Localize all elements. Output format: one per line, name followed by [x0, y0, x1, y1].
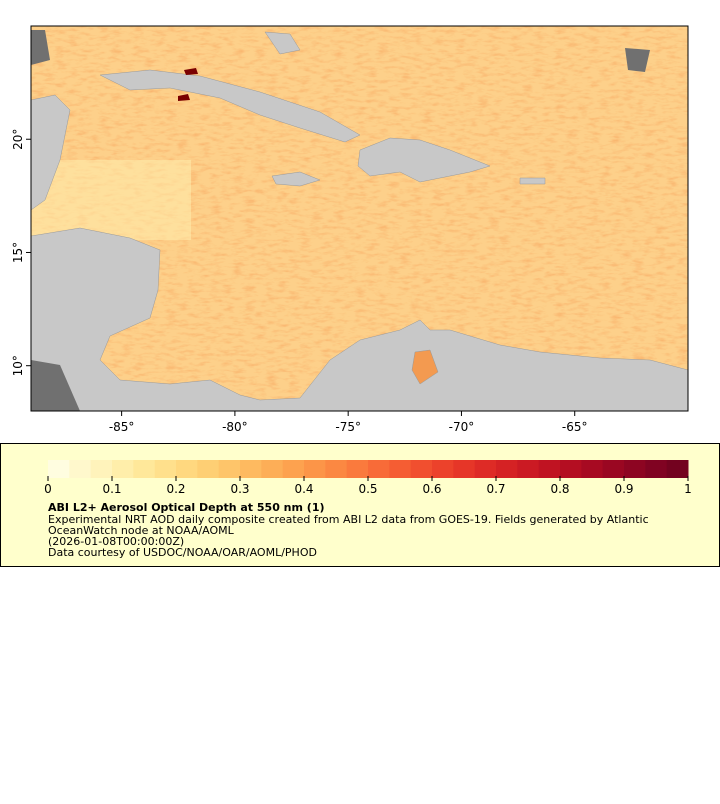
colorbar-step: [154, 460, 177, 478]
colorbar-step: [538, 460, 561, 478]
colorbar-step: [368, 460, 390, 478]
colorbar-tick-label: 0.6: [422, 482, 441, 496]
colorbar-step: [112, 460, 134, 478]
colorbar-step: [560, 460, 582, 478]
colorbar-tick-label: 0.5: [358, 482, 377, 496]
colorbar-step: [410, 460, 433, 478]
colorbar-step: [240, 460, 262, 478]
colorbar-step: [325, 460, 348, 478]
colorbar-step: [581, 460, 604, 478]
colorbar-step: [432, 460, 454, 478]
legend-title: ABI L2+ Aerosol Optical Depth at 550 nm …: [48, 501, 325, 514]
colorbar-step: [389, 460, 412, 478]
colorbar-tick-label: 0.8: [550, 482, 569, 496]
colorbar-step: [666, 460, 689, 478]
colorbar-tick-label: 0: [44, 482, 52, 496]
colorbar-step: [645, 460, 668, 478]
y-tick-label: 15°: [11, 242, 25, 263]
x-tick-label: -70°: [449, 420, 475, 434]
legend-line: (2026-01-08T00:00:00Z): [48, 535, 184, 548]
x-tick-label: -85°: [109, 420, 135, 434]
x-tick-label: -65°: [562, 420, 588, 434]
colorbar-step: [261, 460, 284, 478]
colorbar-tick-label: 0.7: [486, 482, 505, 496]
colorbar: 0 0.1 0.2 0.3 0.4 0.5 0.6 0.7 0.8 0.9 1: [44, 460, 692, 496]
colorbar-tick-label: 0.1: [102, 482, 121, 496]
legend-line: OceanWatch node at NOAA/AOML: [48, 524, 235, 537]
colorbar-step: [282, 460, 305, 478]
colorbar-step: [496, 460, 518, 478]
colorbar-step: [69, 460, 92, 478]
map-axes: -85° -80° -75° -70° -65° 10° 15° 20°: [11, 129, 588, 434]
colorbar-tick-label: 0.4: [294, 482, 313, 496]
colorbar-tick-label: 1: [684, 482, 692, 496]
map-image: [31, 26, 688, 411]
colorbar-step: [197, 460, 220, 478]
colorbar-step: [133, 460, 156, 478]
legend-line: Experimental NRT AOD daily composite cre…: [48, 513, 649, 526]
y-tick-label: 10°: [11, 355, 25, 376]
colorbar-step: [517, 460, 540, 478]
colorbar-tick-label: 0.3: [230, 482, 249, 496]
legend-lines: Experimental NRT AOD daily composite cre…: [48, 513, 649, 559]
colorbar-step: [90, 460, 113, 478]
colorbar-step: [176, 460, 198, 478]
colorbar-step: [453, 460, 476, 478]
colorbar-step: [624, 460, 646, 478]
colorbar-tick-label: 0.9: [614, 482, 633, 496]
x-tick-label: -75°: [335, 420, 361, 434]
colorbar-step: [474, 460, 497, 478]
legend-line: Data courtesy of USDOC/NOAA/OAR/AOML/PHO…: [48, 546, 317, 559]
colorbar-step: [48, 460, 70, 478]
colorbar-tick-label: 0.2: [166, 482, 185, 496]
y-tick-label: 20°: [11, 129, 25, 150]
colorbar-step: [346, 460, 369, 478]
colorbar-step: [602, 460, 625, 478]
colorbar-step: [304, 460, 326, 478]
map-frame: [30, 25, 689, 412]
colorbar-step: [218, 460, 241, 478]
x-tick-label: -80°: [222, 420, 248, 434]
